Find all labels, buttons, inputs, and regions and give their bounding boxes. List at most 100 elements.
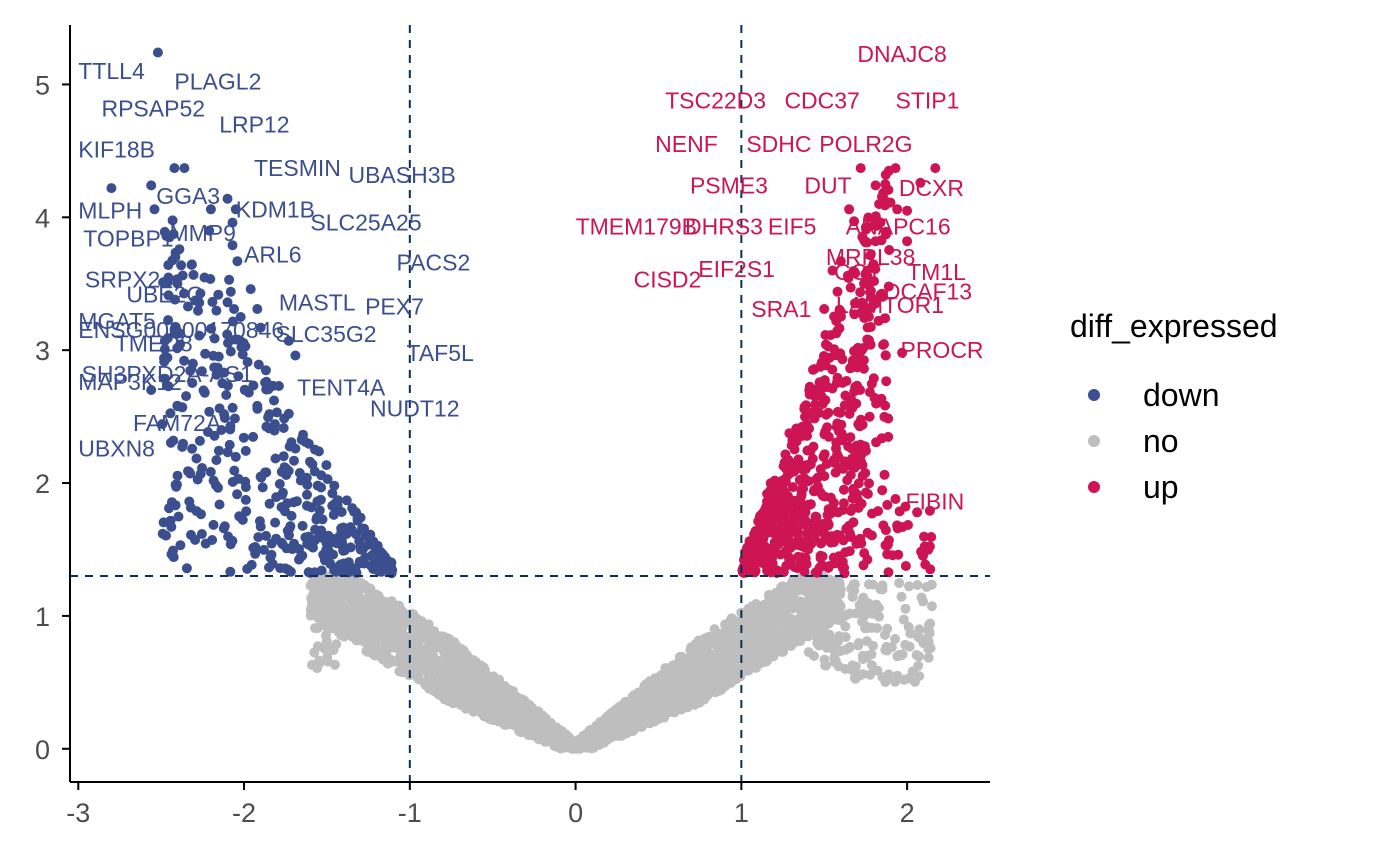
point-down [177, 441, 188, 452]
point-no [747, 612, 758, 622]
point-no [343, 629, 353, 640]
point-up [845, 282, 856, 293]
point-down [163, 381, 174, 392]
point-down [309, 535, 320, 546]
point-down [205, 204, 216, 215]
point-up [879, 339, 889, 350]
point-no [325, 584, 336, 595]
point-down [173, 511, 184, 522]
point-down [307, 459, 318, 470]
point-no [527, 730, 538, 741]
point-down [273, 381, 284, 391]
point-no [923, 652, 934, 663]
point-no [482, 712, 493, 723]
point-down [209, 430, 220, 441]
point-no [413, 674, 424, 685]
point-no [748, 662, 759, 673]
point-up [823, 519, 834, 530]
point-up [879, 469, 890, 480]
point-down [165, 408, 176, 419]
point-down [146, 385, 157, 395]
point-up [851, 398, 862, 409]
point-down [149, 204, 160, 215]
point-down [221, 390, 232, 400]
point-down [225, 286, 236, 297]
gene-label: SLC35G2 [276, 321, 377, 347]
point-down [241, 506, 252, 517]
point-up [894, 506, 905, 517]
point-down [186, 259, 197, 270]
point-no [484, 699, 495, 709]
point-down [334, 538, 345, 549]
point-up [902, 205, 913, 216]
point-down [211, 455, 222, 466]
point-no [692, 670, 703, 681]
point-up [764, 486, 775, 497]
point-down [322, 474, 333, 485]
gene-label: POLR2G [819, 131, 912, 157]
x-tick-label: -2 [232, 798, 256, 828]
point-no [661, 690, 672, 701]
point-down [174, 244, 185, 255]
point-no [898, 614, 909, 625]
point-no [894, 578, 905, 589]
point-no [776, 635, 787, 646]
point-no [743, 648, 753, 659]
point-up [878, 520, 889, 531]
point-up [870, 180, 881, 191]
point-no [840, 621, 851, 632]
point-no [881, 641, 892, 652]
point-up [832, 406, 843, 417]
point-up [799, 566, 810, 577]
point-no [320, 620, 331, 631]
point-up [857, 297, 868, 308]
point-no [761, 645, 772, 656]
point-no [353, 581, 364, 592]
point-no [327, 602, 338, 613]
point-no [890, 633, 901, 644]
point-no [903, 622, 914, 632]
gene-label: SRPX2 [85, 267, 160, 293]
point-no [369, 595, 380, 606]
point-down [187, 358, 198, 369]
point-down [374, 566, 385, 576]
point-up [823, 341, 834, 352]
point-down [227, 476, 238, 487]
point-up [796, 425, 807, 436]
point-down [200, 348, 211, 359]
point-up [752, 525, 762, 536]
point-no [441, 650, 452, 661]
point-down [302, 489, 312, 500]
point-down [179, 288, 190, 299]
point-up [844, 408, 855, 419]
gene-label: TMEM179B [576, 214, 697, 240]
point-down [284, 530, 294, 541]
point-down [159, 353, 169, 364]
point-up [821, 353, 832, 364]
point-no [848, 579, 859, 590]
point-no [857, 650, 868, 661]
point-no [331, 576, 342, 587]
point-down [253, 359, 264, 370]
point-up [846, 531, 856, 542]
point-no [397, 606, 408, 617]
point-no [638, 685, 649, 696]
point-down [245, 284, 256, 295]
point-no [923, 636, 934, 647]
point-down [167, 255, 178, 266]
point-down [195, 468, 206, 479]
point-no [494, 695, 505, 705]
point-up [781, 546, 791, 557]
point-down [229, 465, 240, 476]
point-down [204, 225, 215, 236]
point-no [806, 628, 817, 639]
point-up [815, 553, 826, 563]
point-no [777, 647, 788, 658]
point-up [771, 522, 782, 533]
point-up [782, 538, 793, 549]
point-down [274, 479, 285, 489]
gene-label: FIBIN [905, 489, 964, 515]
point-down [188, 269, 199, 280]
point-up [865, 287, 875, 298]
point-no [858, 669, 868, 680]
